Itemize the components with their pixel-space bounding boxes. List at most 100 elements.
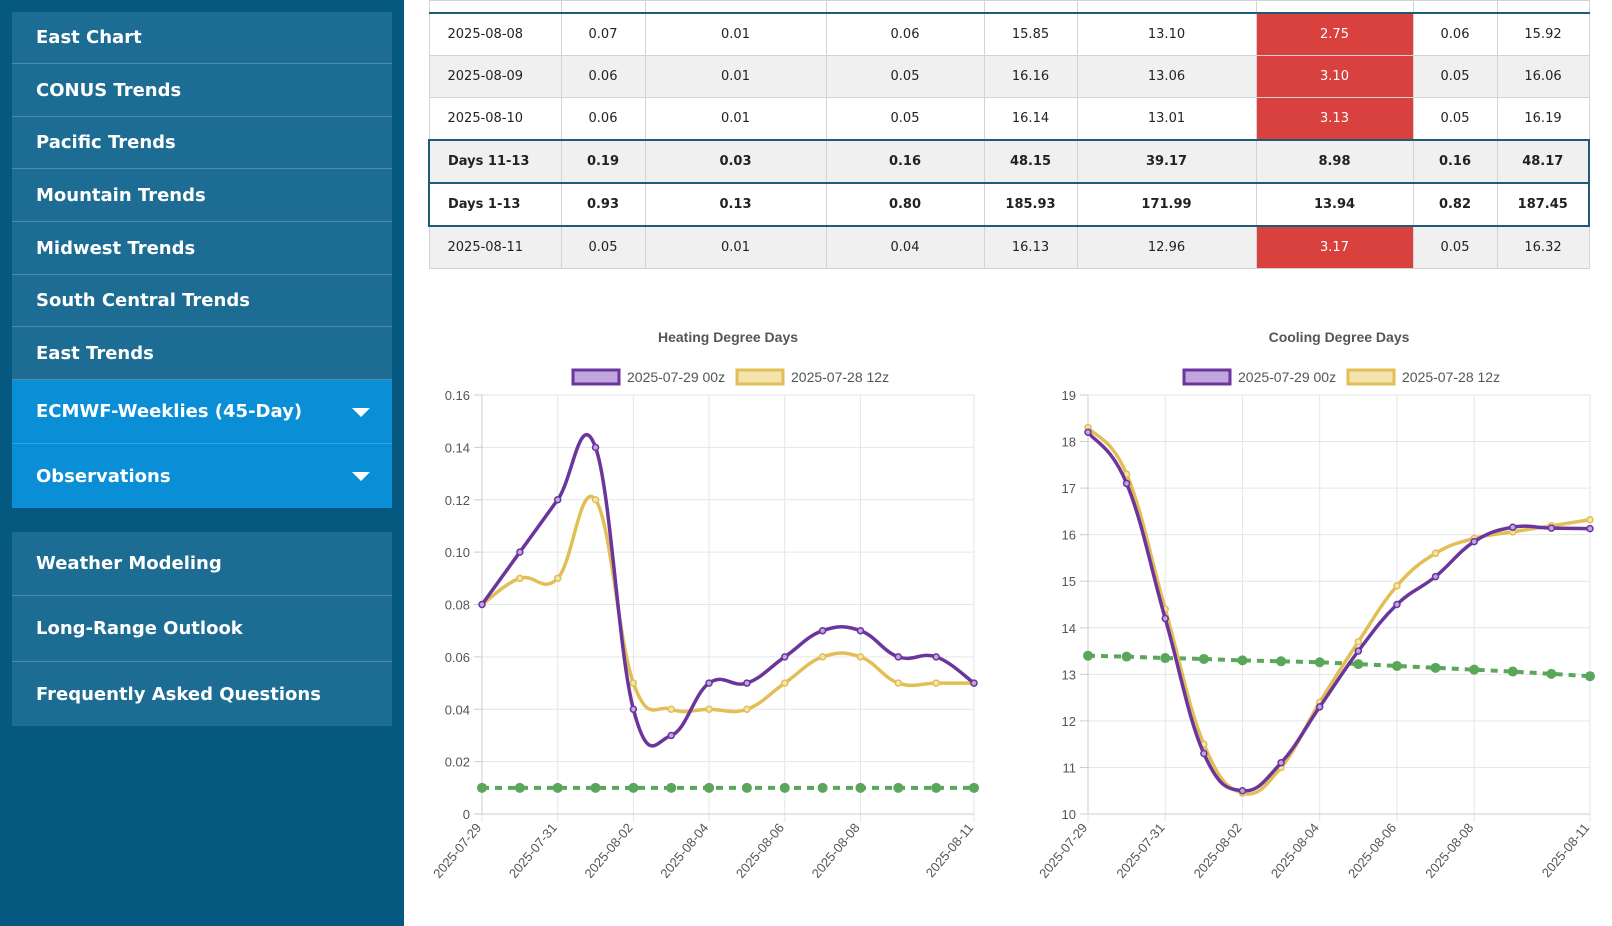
nav-east-chart[interactable]: East Chart [12,12,392,64]
data-point[interactable] [1200,749,1208,758]
data-point[interactable] [629,679,638,687]
data-point[interactable] [894,679,903,687]
data-point[interactable] [1509,523,1517,531]
sidebar: East Chart CONUS Trends Pacific Trends M… [0,0,404,926]
data-point[interactable] [1469,664,1480,675]
data-point[interactable] [818,653,827,661]
data-point[interactable] [1160,653,1171,664]
nav-mountain-trends[interactable]: Mountain Trends [12,169,392,222]
data-point[interactable] [1585,671,1595,682]
data-point[interactable] [591,496,600,504]
chevron-down-icon[interactable] [352,407,370,417]
data-point[interactable] [1314,657,1325,668]
x-tick-label: 2025-08-02 [581,820,635,881]
data-point[interactable] [1393,600,1401,609]
data-point[interactable] [704,782,715,793]
data-point[interactable] [1430,662,1441,673]
legend-item[interactable]: 2025-07-28 12z [735,368,889,386]
data-point[interactable] [856,626,865,635]
data-point[interactable] [516,548,524,556]
data-point[interactable] [781,653,789,661]
data-point[interactable] [705,679,713,687]
data-point[interactable] [514,782,525,793]
data-point[interactable] [893,782,904,793]
data-point[interactable] [1353,659,1364,670]
nav-midwest-trends[interactable]: Midwest Trends [12,222,392,275]
data-point[interactable] [477,782,487,793]
data-point[interactable] [590,782,601,793]
data-point[interactable] [629,705,638,713]
data-point[interactable] [1354,647,1363,655]
nav-conus-trends[interactable]: CONUS Trends [12,64,392,117]
data-point[interactable] [743,705,751,713]
data-point[interactable] [818,626,827,635]
legend-item[interactable]: 2025-07-29 00z [571,368,725,386]
data-point[interactable] [1391,660,1402,671]
data-point[interactable] [1470,537,1478,546]
legend-item[interactable]: 2025-07-29 00z [1182,368,1336,386]
data-point[interactable] [1084,428,1092,436]
nav-ecmwf-weeklies[interactable]: ECMWF-Weeklies (45-Day) [12,380,392,444]
data-point[interactable] [741,782,752,793]
data-point[interactable] [1198,653,1209,664]
data-point[interactable] [970,679,978,687]
data-point[interactable] [667,705,675,713]
data-point[interactable] [628,782,639,793]
data-point[interactable] [1431,572,1440,581]
table-cell: 0.06 [560,55,646,98]
data-point[interactable] [1547,524,1556,532]
data-point[interactable] [1354,637,1363,646]
data-point[interactable] [1083,650,1093,661]
data-point[interactable] [553,574,562,583]
data-point[interactable] [932,679,940,687]
data-point[interactable] [817,782,828,793]
data-point[interactable] [932,653,940,661]
data-point[interactable] [1237,655,1248,666]
data-point[interactable] [552,782,563,793]
data-point[interactable] [1431,549,1440,558]
data-point[interactable] [856,653,865,661]
nav-observations[interactable]: Observations [12,444,392,508]
data-point[interactable] [1238,786,1247,795]
data-point[interactable] [1277,759,1285,767]
nav-faq[interactable]: Frequently Asked Questions [12,662,392,726]
data-point[interactable] [894,653,903,661]
nav-pacific-trends[interactable]: Pacific Trends [12,117,392,169]
data-point[interactable] [1546,668,1557,679]
data-point[interactable] [855,782,866,793]
data-point[interactable] [743,679,751,687]
table-cell: 16.06 [1496,55,1590,98]
nav-weather-modeling[interactable]: Weather Modeling [12,532,392,596]
table-row: 2025-08-08 0.07 0.01 0.06 15.85 13.10 2.75 0.06… [428,12,1590,56]
data-point[interactable] [1586,524,1594,533]
data-point[interactable] [478,600,486,609]
data-point[interactable] [666,782,677,793]
x-tick-label: 2025-08-04 [1268,820,1322,881]
data-point[interactable] [591,443,600,452]
data-point[interactable] [779,782,790,793]
nav-south-central-trends[interactable]: South Central Trends [12,275,392,327]
data-point[interactable] [553,496,562,504]
data-point[interactable] [667,731,675,740]
data-point[interactable] [1507,666,1518,677]
nav-east-trends[interactable]: East Trends [12,327,392,380]
data-point[interactable] [969,782,979,793]
data-point[interactable] [516,574,524,583]
chevron-down-icon[interactable] [352,472,370,481]
data-point[interactable] [1586,516,1594,524]
data-point[interactable] [705,705,713,713]
series-line [480,432,976,748]
data-point[interactable] [781,679,789,687]
data-point[interactable] [1276,656,1287,667]
table-row: 2025-08-10 0.06 0.01 0.05 16.14 13.01 3.13 0.05… [428,97,1590,141]
data-point[interactable] [1161,614,1169,623]
legend-swatch [1346,368,1396,386]
data-point[interactable] [1121,651,1132,662]
data-point[interactable] [931,782,942,793]
legend-item[interactable]: 2025-07-28 12z [1346,368,1500,386]
data-point[interactable] [1315,703,1324,711]
data-point[interactable] [1393,582,1401,590]
data-point[interactable] [1122,479,1131,488]
y-tick-label: 0.10 [445,545,470,560]
nav-long-range-outlook[interactable]: Long-Range Outlook [12,596,392,662]
